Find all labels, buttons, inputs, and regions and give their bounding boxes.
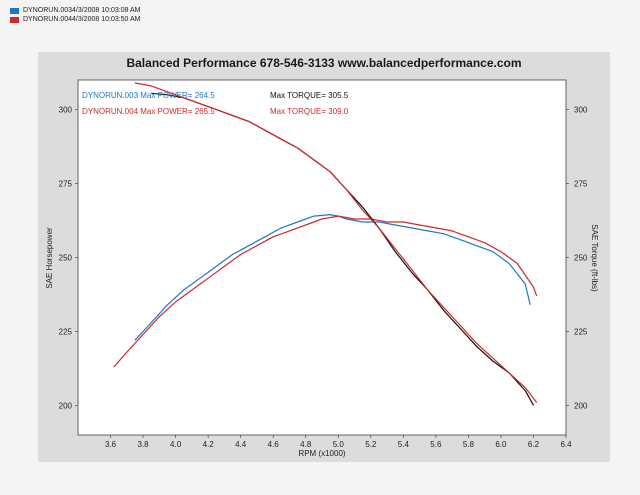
y-left-tick-label: 250	[59, 254, 73, 263]
x-tick-label: 6.4	[560, 440, 572, 449]
header-legend-label: DYNORUN.0044/3/2008 10:03:50 AM	[23, 16, 141, 23]
x-tick-label: 3.8	[138, 440, 150, 449]
chart-title: Balanced Performance 678-546-3133 www.ba…	[126, 56, 522, 70]
x-axis-title: RPM (x1000)	[298, 449, 345, 458]
header-legend-item-2: DYNORUN.0044/3/2008 10:03:50 AM	[10, 15, 141, 24]
y-right-tick-label: 300	[574, 106, 588, 115]
y-left-tick-label: 300	[59, 106, 73, 115]
x-tick-label: 5.8	[463, 440, 475, 449]
x-tick-label: 4.4	[235, 440, 247, 449]
y-axis-left-title: SAE Horsepower	[45, 227, 54, 289]
y-right-tick-label: 250	[574, 254, 588, 263]
x-tick-label: 3.6	[105, 440, 117, 449]
x-tick-label: 4.6	[268, 440, 280, 449]
dyno-chart: 3.6 3.8 4.0 4.2 4.4 4.6 4.8 5.0 5.2 5.4 5.6 5.8 6.0 6…	[45, 79, 599, 458]
y-left-tick-label: 200	[59, 401, 73, 410]
x-tick-label: 6.0	[495, 440, 507, 449]
legend-swatch-blue	[10, 7, 19, 14]
y-axis-right-title: SAE Torque (ft-lbs)	[590, 224, 599, 292]
header-legend: DYNORUN.0034/3/2008 10:03:08 AM DYNORUN.…	[10, 6, 141, 24]
x-tick-label: 4.2	[203, 440, 215, 449]
series-line-dynorun-004-power	[113, 215, 538, 368]
inner-legend-run4-power: DYNORUN.004 Max POWER= 265.5	[82, 107, 215, 116]
x-tick-label: 4.8	[300, 440, 312, 449]
chart-panel: Balanced Performance 678-546-3133 www.ba…	[38, 52, 610, 462]
inner-legend-run4-torque: Max TORQUE= 309.0	[270, 107, 349, 116]
y-right-tick-label: 225	[574, 327, 588, 336]
legend-swatch-red	[10, 16, 19, 23]
x-tick-label: 6.2	[528, 440, 540, 449]
y-right-tick-label: 200	[574, 401, 588, 410]
y-right-tick-label: 275	[574, 180, 588, 189]
header-legend-label: DYNORUN.0034/3/2008 10:03:08 AM	[23, 7, 141, 14]
series-line-dynorun-004-torque	[134, 82, 538, 403]
header-legend-item-1: DYNORUN.0034/3/2008 10:03:08 AM	[10, 6, 141, 15]
x-tick-label: 4.0	[170, 440, 182, 449]
x-tick-label: 5.0	[333, 440, 345, 449]
y-left-tick-label: 275	[59, 180, 73, 189]
inner-legend-run3-torque: Max TORQUE= 305.5	[270, 91, 349, 100]
inner-legend-run3-power: DYNORUN.003 Max POWER= 264.5	[82, 91, 215, 100]
plot-area	[77, 79, 567, 436]
x-tick-label: 5.4	[398, 440, 410, 449]
x-tick-label: 5.2	[365, 440, 377, 449]
x-tick-label: 5.6	[430, 440, 442, 449]
y-left-tick-label: 225	[59, 327, 73, 336]
